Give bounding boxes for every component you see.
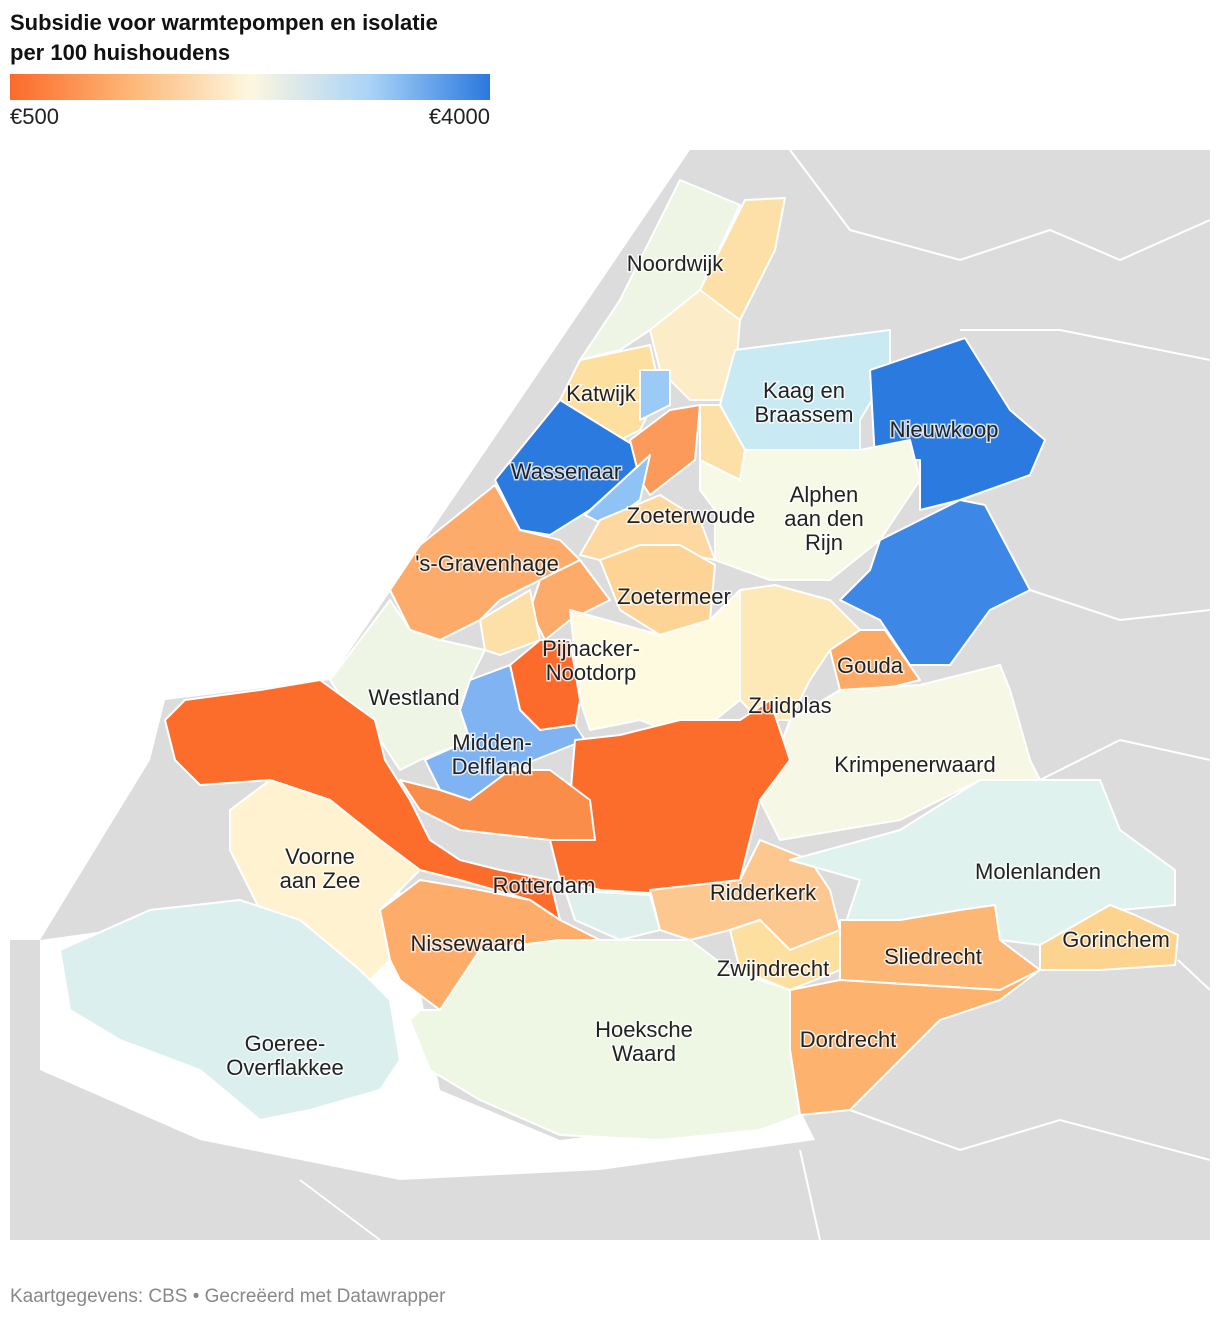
place-label: Rijn: [805, 530, 843, 555]
place-label: Nissewaard: [411, 931, 526, 956]
footer: Kaartgegevens: CBS • Gecreëerd met Dataw…: [10, 1286, 446, 1307]
place-label: aan den: [784, 506, 864, 531]
place-label: 's-Gravenhage: [415, 551, 559, 576]
place-label: aan Zee: [280, 868, 361, 893]
legend-gradient: [10, 74, 490, 100]
legend-max: €4000: [429, 104, 490, 129]
place-label: Nootdorp: [546, 660, 637, 685]
place-label: Hoeksche: [595, 1017, 693, 1042]
place-label: Rotterdam: [493, 873, 596, 898]
place-label: Nieuwkoop: [890, 417, 999, 442]
place-label: Braassem: [754, 402, 853, 427]
place-label: Alphen: [790, 482, 859, 507]
municipalities: [59, 179, 1179, 1141]
place-label: Midden-: [452, 730, 531, 755]
title-line: per 100 huishoudens: [10, 40, 230, 65]
legend-min: €500: [10, 104, 59, 129]
title-line: Subsidie voor warmtepompen en isolatie: [10, 10, 438, 35]
place-label: Molenlanden: [975, 859, 1101, 884]
place-label: Gouda: [837, 653, 904, 678]
place-label: Dordrecht: [800, 1027, 897, 1052]
place-label: Waard: [612, 1041, 676, 1066]
place-label: Westland: [368, 685, 459, 710]
place-label: Sliedrecht: [884, 944, 982, 969]
place-label: Gorinchem: [1062, 927, 1170, 952]
place-label: Noordwijk: [627, 251, 725, 276]
place-label: Zwijndrecht: [717, 956, 829, 981]
place-label: Pijnacker-: [542, 636, 640, 661]
place-label: Zuidplas: [748, 693, 831, 718]
place-label: Voorne: [285, 844, 355, 869]
place-label: Wassenaar: [511, 459, 621, 484]
place-label: Overflakkee: [226, 1055, 343, 1080]
place-label: Ridderkerk: [710, 880, 817, 905]
place-label: Kaag en: [763, 378, 845, 403]
place-label: Zoetermeer: [617, 584, 731, 609]
place-label: Delfland: [452, 754, 533, 779]
place-label: Goeree-: [245, 1031, 326, 1056]
place-label: Krimpenerwaard: [834, 752, 995, 777]
place-label: Katwijk: [566, 381, 637, 406]
place-label: Zoeterwoude: [627, 503, 755, 528]
